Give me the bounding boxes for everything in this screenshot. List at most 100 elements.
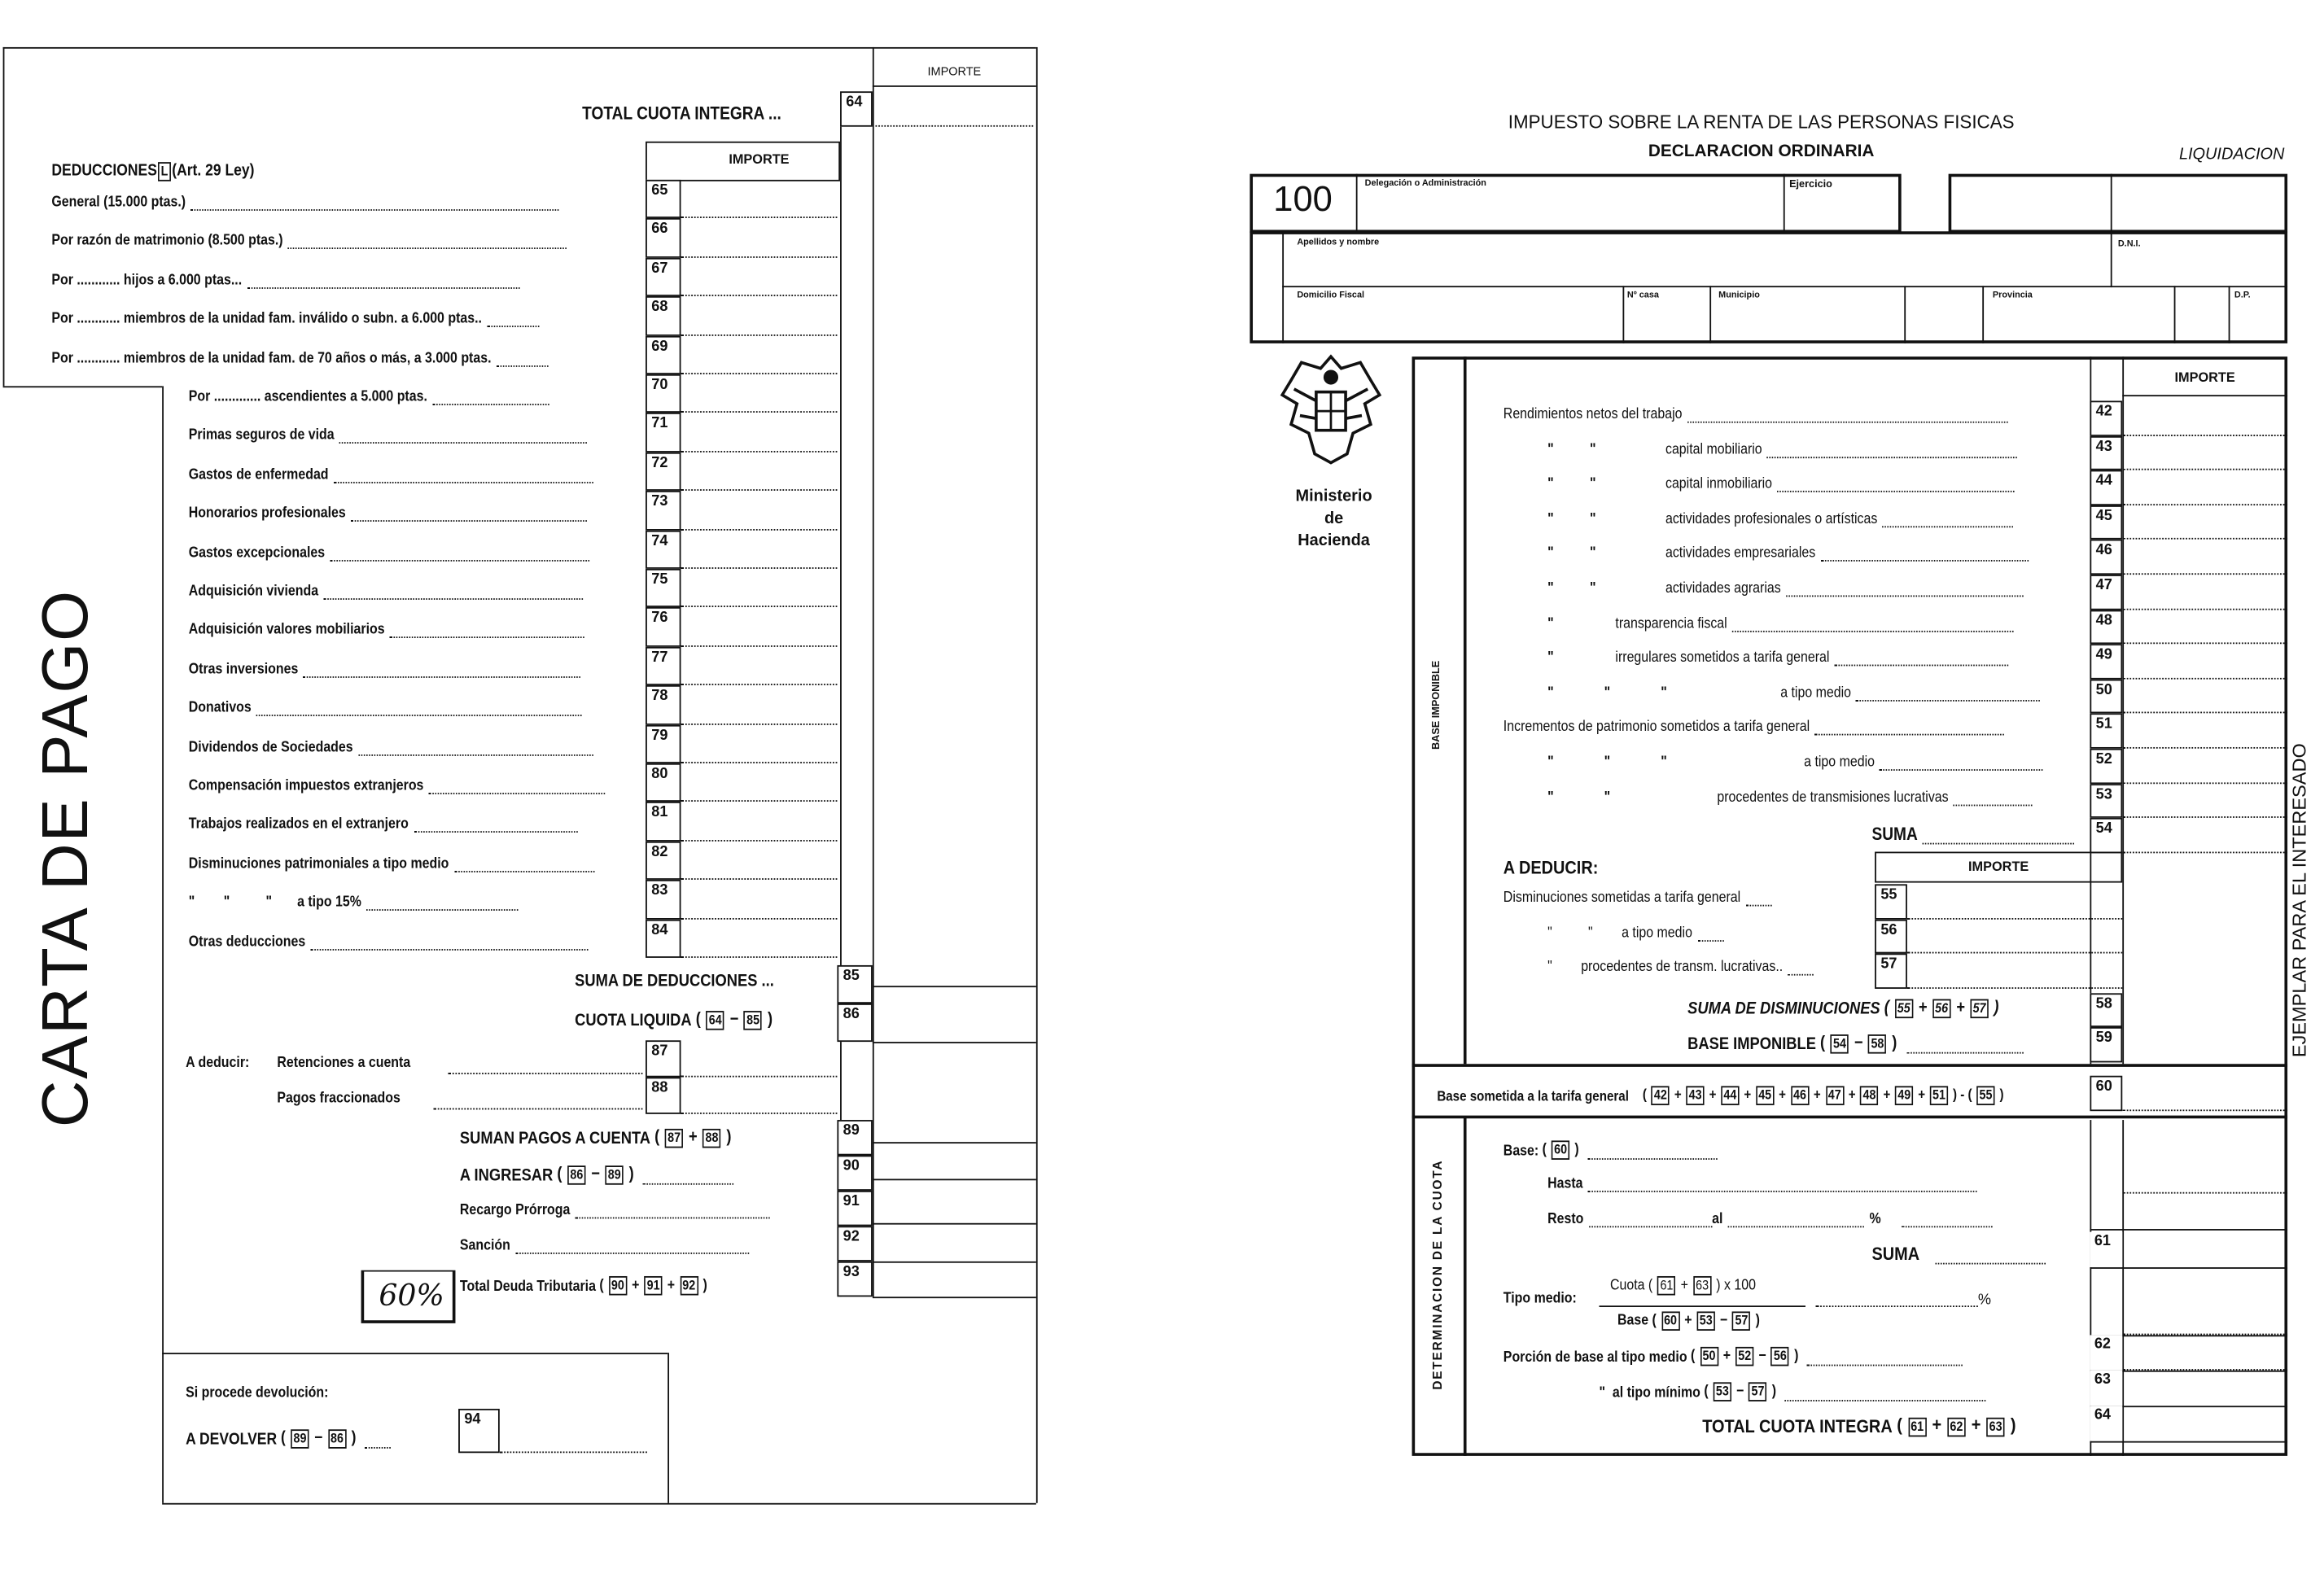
base-label-51: Incrementos de patrimonio sometidos a ta… xyxy=(1503,719,2004,737)
sancion-label: Sanción xyxy=(460,1238,750,1254)
provincia-field[interactable]: Provincia xyxy=(1992,291,2033,301)
formula-operator: − xyxy=(725,1011,743,1029)
formula-operator: + xyxy=(1670,1087,1685,1104)
dp-field[interactable]: D.P. xyxy=(2234,291,2251,301)
cuota-liquida-label: CUOTA LIQUIDA ( 64 − 85 ) xyxy=(575,1011,777,1030)
tipo-medio-denominator: Base ( 60 + 53 − 57 ) xyxy=(1614,1311,1764,1331)
value-56[interactable] xyxy=(1906,919,2123,954)
ref-box-50: 50 xyxy=(1700,1346,1718,1366)
formula-operator: ( xyxy=(1815,1034,1830,1052)
formula-operator: + xyxy=(1677,1277,1692,1294)
value-tipo-medio[interactable] xyxy=(2122,1296,2288,1336)
formula-operator: ) xyxy=(722,1128,736,1147)
base-label-43: capital mobiliario xyxy=(1665,441,2017,458)
value-65[interactable] xyxy=(681,180,838,219)
delegacion-field[interactable]: Delegación o Administración xyxy=(1364,179,1486,189)
formula-operator: ) - ( xyxy=(1949,1087,1976,1104)
value-88[interactable] xyxy=(681,1078,838,1114)
formula-operator: + xyxy=(663,1277,679,1294)
total-cuota-integra-label: TOTAL CUOTA INTEGRA ... xyxy=(582,103,781,125)
value-76[interactable] xyxy=(681,608,838,647)
box-60: 60 xyxy=(2090,1075,2123,1112)
formula-operator: − xyxy=(1754,1348,1770,1365)
value-50[interactable] xyxy=(2122,679,2288,715)
value-44[interactable] xyxy=(2122,470,2288,505)
value-82[interactable] xyxy=(681,841,838,881)
formula-operator: + xyxy=(1845,1087,1859,1104)
deduction-label-78: Donativos xyxy=(189,693,582,717)
apellidos-field[interactable]: Apellidos y nombre xyxy=(1297,238,1380,248)
ref-box-85: 85 xyxy=(743,1011,763,1030)
ref-box-62: 62 xyxy=(1947,1417,1966,1437)
ref-box-53: 53 xyxy=(1696,1311,1715,1331)
box-68: 68 xyxy=(646,296,681,336)
value-78[interactable] xyxy=(681,685,838,725)
carta-de-pago-title: CARTA DE PAGO xyxy=(29,589,102,1128)
value-49[interactable] xyxy=(2122,645,2288,680)
value-51[interactable] xyxy=(2122,714,2288,749)
value-79[interactable] xyxy=(681,724,838,763)
formula-operator: ) xyxy=(2006,1415,2021,1436)
numero-casa-field[interactable]: Nº casa xyxy=(1626,291,1659,301)
box-76: 76 xyxy=(646,607,681,647)
recargo-label: Recargo Prórroga xyxy=(460,1202,770,1219)
deduction-label-79: Dividendos de Sociedades xyxy=(189,732,594,756)
box-70: 70 xyxy=(646,374,681,413)
formula-operator: + xyxy=(1927,1415,1946,1436)
value-75[interactable] xyxy=(681,569,838,608)
value-54[interactable] xyxy=(2122,818,2288,853)
a-devolver-label: A DEVOLVER ( 89 − 86 ) xyxy=(186,1429,392,1449)
formula-operator: ) xyxy=(1570,1142,1583,1159)
formula-operator: ) x 100 xyxy=(1712,1277,1760,1294)
box-67: 67 xyxy=(646,257,681,297)
base-label-45: actividades profesionales o artísticas xyxy=(1665,511,2013,527)
ditto-48: " xyxy=(1547,615,1554,632)
value-66[interactable] xyxy=(681,219,838,258)
value-72[interactable] xyxy=(681,452,838,492)
value-77[interactable] xyxy=(681,646,838,686)
pagos-fraccionados-label: Pagos fraccionados xyxy=(277,1090,400,1107)
value-81[interactable] xyxy=(681,802,838,842)
ejercicio-field[interactable]: Ejercicio xyxy=(1789,179,1832,190)
value-73[interactable] xyxy=(681,491,838,531)
value-43[interactable] xyxy=(2122,435,2288,470)
value-71[interactable] xyxy=(681,413,838,453)
value-87[interactable] xyxy=(681,1040,838,1078)
value-46[interactable] xyxy=(2122,540,2288,575)
deduction-label-72: Gastos de enfermedad xyxy=(189,460,593,483)
value-hasta[interactable] xyxy=(2122,1161,2288,1194)
value-42[interactable] xyxy=(2122,400,2288,436)
value-57[interactable] xyxy=(1906,953,2123,989)
value-52[interactable] xyxy=(2122,749,2288,784)
value-68[interactable] xyxy=(681,296,838,336)
value-53[interactable] xyxy=(2122,784,2288,819)
value-47[interactable] xyxy=(2122,575,2288,610)
box-62: 62 xyxy=(2090,1335,2123,1371)
value-67[interactable] xyxy=(681,257,838,297)
value-74[interactable] xyxy=(681,530,838,569)
base-label-47: actividades agrarias xyxy=(1665,580,2024,597)
box-50: 50 xyxy=(2090,679,2123,715)
value-60[interactable] xyxy=(2122,1076,2288,1112)
value-70[interactable] xyxy=(681,374,838,413)
value-62[interactable] xyxy=(2122,1335,2288,1371)
deduction-label-77: Otras inversiones xyxy=(189,654,581,678)
value-69[interactable] xyxy=(681,335,838,374)
value-83[interactable] xyxy=(681,880,838,920)
ditto-45: " " xyxy=(1547,510,1596,527)
value-48[interactable] xyxy=(2122,610,2288,645)
value-64[interactable] xyxy=(875,91,1034,127)
dni-field[interactable]: D.N.I. xyxy=(2117,240,2141,249)
value-45[interactable] xyxy=(2122,505,2288,540)
ref-box-63: 63 xyxy=(1986,1417,2005,1437)
value-55[interactable] xyxy=(1906,884,2123,919)
box-42: 42 xyxy=(2090,400,2123,436)
value-80[interactable] xyxy=(681,763,838,802)
ref-box-56: 56 xyxy=(1770,1346,1790,1366)
formula-operator: + xyxy=(1705,1087,1720,1104)
box-79: 79 xyxy=(646,724,681,763)
domicilio-field[interactable]: Domicilio Fiscal xyxy=(1297,291,1365,301)
value-84[interactable] xyxy=(681,919,838,958)
municipio-field[interactable]: Municipio xyxy=(1718,291,1760,301)
